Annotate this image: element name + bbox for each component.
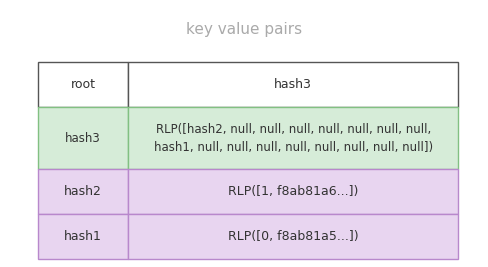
Bar: [128, 107, 458, 169]
Bar: [38, 62, 128, 107]
Bar: [128, 62, 458, 107]
Bar: [38, 214, 128, 259]
Text: RLP([0, f8ab81a5...]): RLP([0, f8ab81a5...]): [228, 230, 359, 243]
Text: key value pairs: key value pairs: [186, 22, 302, 37]
Bar: [128, 169, 458, 214]
Text: root: root: [71, 78, 96, 91]
Text: hash3: hash3: [274, 78, 312, 91]
Text: hash2: hash2: [64, 185, 102, 198]
Bar: [38, 107, 128, 169]
Bar: [128, 214, 458, 259]
Bar: [38, 169, 128, 214]
Text: hash3: hash3: [65, 132, 101, 144]
Text: hash1: hash1: [64, 230, 102, 243]
Text: RLP([hash2, null, null, null, null, null, null, null,
hash1, null, null, null, n: RLP([hash2, null, null, null, null, null…: [154, 123, 433, 154]
Text: RLP([1, f8ab81a6...]): RLP([1, f8ab81a6...]): [228, 185, 358, 198]
